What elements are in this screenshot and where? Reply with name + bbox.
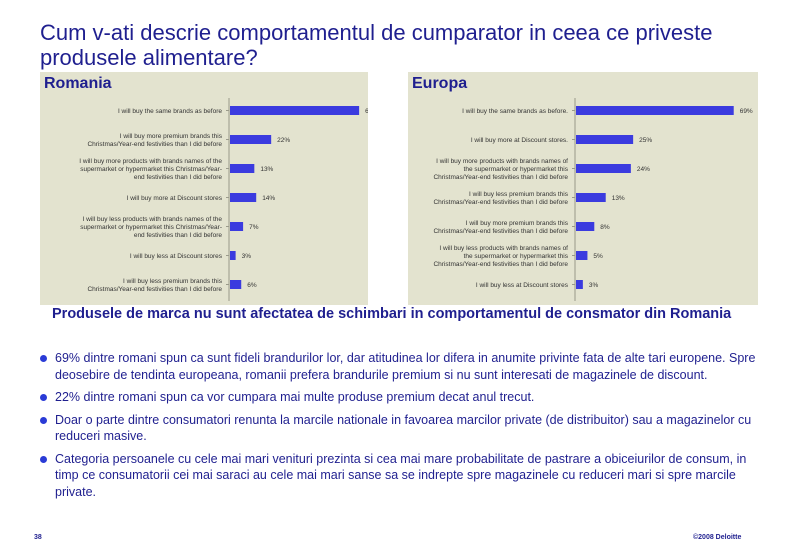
bar <box>230 222 244 231</box>
category-label: I will buy more products with brands nam… <box>79 158 222 181</box>
bullet-item: 22% dintre romani spun ca vor cumpara ma… <box>40 389 770 406</box>
data-label: 14% <box>262 195 275 202</box>
category-label: I will buy the same brands as before. <box>462 108 568 115</box>
category-label: I will buy more premium brands this Chris… <box>433 220 568 235</box>
category-label: I will buy less premium brands this Chris… <box>87 278 222 293</box>
bar-chart-romania: 69% I will buy the same brands as before 2… <box>79 98 368 301</box>
data-label: 7% <box>249 224 259 231</box>
data-label: 5% <box>593 253 603 260</box>
chart-title-romania: Romania <box>44 75 112 92</box>
bar <box>576 164 631 173</box>
category-label: I will buy more premium brands this Chris… <box>87 133 222 148</box>
bar <box>576 106 734 115</box>
data-label: 69% <box>740 108 753 115</box>
page-number: 38 <box>34 534 42 541</box>
bullet-item: Doar o parte dintre consumatori renunta … <box>40 412 770 445</box>
bullet-text: Doar o parte dintre consumatori renunta … <box>55 412 752 444</box>
bar <box>230 280 242 289</box>
bullet-icon <box>40 455 47 463</box>
data-label: 13% <box>612 195 625 202</box>
bullet-icon <box>40 355 47 362</box>
bar <box>576 280 583 289</box>
bar <box>230 135 272 144</box>
bar <box>230 164 255 173</box>
chart-title-europa: Europa <box>412 75 468 92</box>
slide-title: Cum v-ati descrie comportamentul de cump… <box>40 20 713 70</box>
category-label: I will buy less products with brands nam… <box>80 216 222 239</box>
category-label: I will buy less at Discount stores <box>130 253 223 260</box>
bar <box>230 193 257 202</box>
chart-panel-romania: Romania 69% I will buy the same brands as… <box>40 72 368 305</box>
bullet-text: Categoria persoanele cu cele mai mari ve… <box>55 451 747 499</box>
data-label: 24% <box>637 166 650 173</box>
bar <box>576 222 595 231</box>
bar <box>230 106 360 115</box>
data-label: 69% <box>365 108 368 115</box>
bar <box>576 193 606 202</box>
bar-chart-europa: 69% I will buy the same brands as before.… <box>433 98 753 301</box>
bar <box>230 251 236 260</box>
category-label: I will buy more at Discount stores. <box>471 137 568 144</box>
category-label: I will buy less products with brands nam… <box>433 245 568 268</box>
bullet-icon <box>40 416 47 424</box>
bullet-icon <box>40 394 47 401</box>
category-label: I will buy more products with brands nam… <box>433 158 568 181</box>
subheading: Produsele de marca nu sunt afectatea de … <box>52 306 732 322</box>
category-label: I will buy more at Discount stores <box>127 195 223 202</box>
copyright: ©2008 Deloitte <box>693 534 742 541</box>
category-label: I will buy the same brands as before <box>118 108 222 115</box>
bullet-text: 69% dintre romani spun ca sunt fideli br… <box>55 351 756 382</box>
category-label: I will buy less at Discount stores <box>476 282 569 289</box>
category-label: I will buy less premium brands this Chris… <box>433 191 568 206</box>
data-label: 22% <box>277 137 290 144</box>
bullet-item: 69% dintre romani spun ca sunt fideli br… <box>40 350 770 383</box>
data-label: 8% <box>600 224 610 231</box>
bar <box>576 135 634 144</box>
data-label: 3% <box>589 282 599 289</box>
bar <box>576 251 588 260</box>
data-label: 3% <box>242 253 252 260</box>
chart-panel-europa: Europa 69% I will buy the same brands as … <box>408 72 758 305</box>
bullet-list: 69% dintre romani spun ca sunt fideli br… <box>40 350 770 506</box>
data-label: 6% <box>247 282 257 289</box>
bullet-text: 22% dintre romani spun ca vor cumpara ma… <box>55 390 535 404</box>
bullet-item: Categoria persoanele cu cele mai mari ve… <box>40 451 770 501</box>
data-label: 25% <box>639 137 652 144</box>
data-label: 13% <box>260 166 273 173</box>
